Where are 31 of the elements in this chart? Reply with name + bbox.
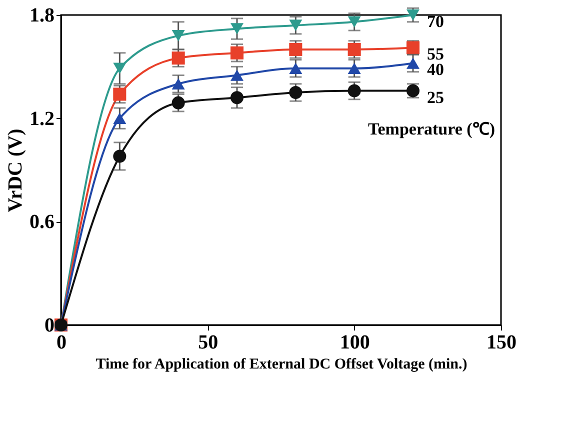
point <box>172 30 185 42</box>
point <box>348 84 361 98</box>
point <box>348 16 361 28</box>
x-tick-label: 100 <box>340 332 370 354</box>
x-tick-label: 150 <box>486 332 516 354</box>
point <box>348 42 361 56</box>
point <box>230 91 244 104</box>
series-label: 25 <box>427 88 444 107</box>
point <box>348 62 361 74</box>
x-axis-title: Time for Application of External DC Offset Voltage (min.) <box>96 356 468 372</box>
point <box>113 62 126 74</box>
legend-title: Temperature (℃) <box>368 120 495 139</box>
y-tick-label: 1.2 <box>30 108 54 130</box>
point <box>230 46 244 60</box>
point <box>289 86 302 100</box>
series-label: 70 <box>427 12 444 31</box>
y-tick-label: 0.6 <box>30 211 54 234</box>
point <box>172 78 185 90</box>
point <box>230 70 244 81</box>
x-tick-label: 50 <box>198 332 218 354</box>
point <box>113 112 126 124</box>
y-tick-label: 0 <box>44 314 54 336</box>
y-axis-title: VrDC (V) <box>4 128 26 212</box>
point <box>172 52 185 65</box>
point <box>230 23 244 34</box>
point <box>289 62 302 74</box>
point <box>406 58 420 69</box>
point <box>113 150 126 163</box>
point <box>289 20 302 31</box>
point <box>289 42 302 56</box>
y-tick-label: 1.8 <box>30 4 54 26</box>
